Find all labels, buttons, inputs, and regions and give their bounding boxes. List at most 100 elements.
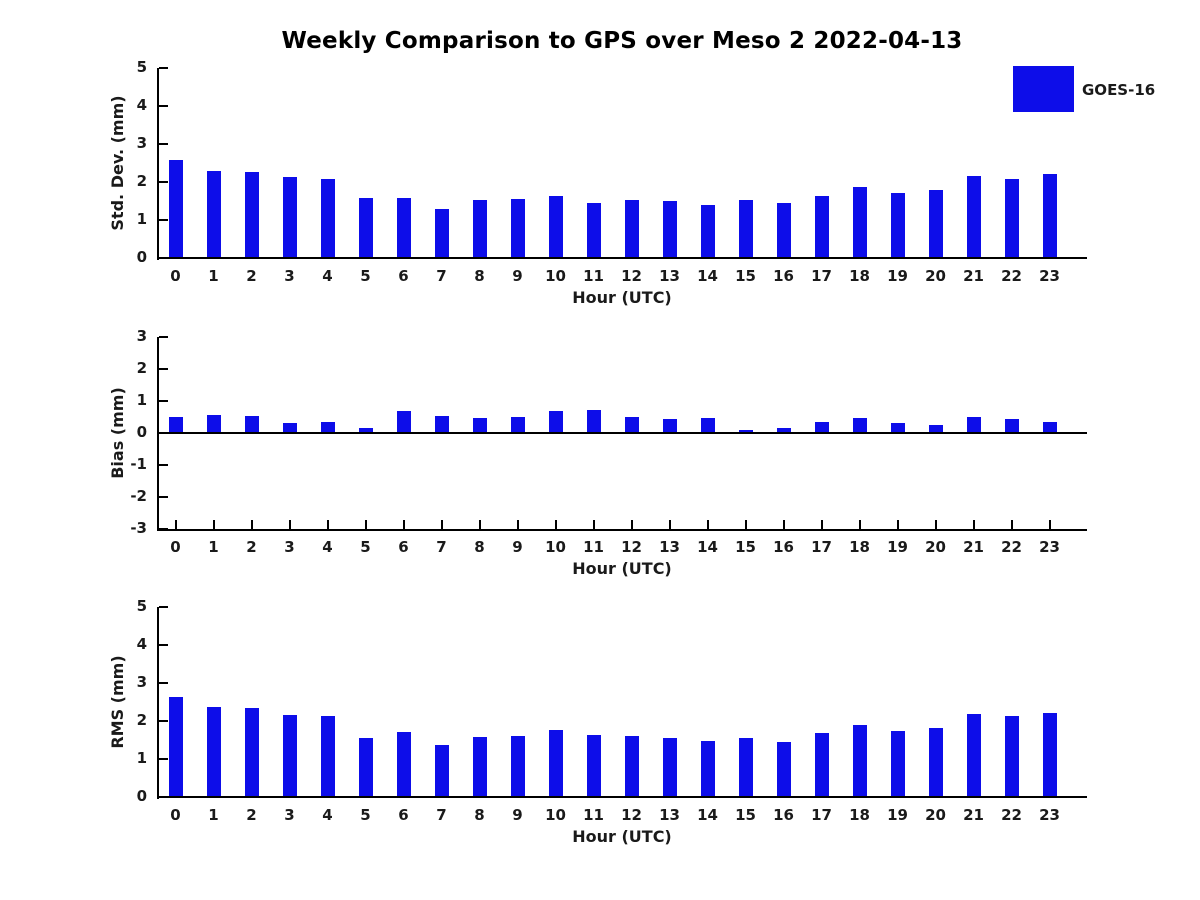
bar: [624, 417, 639, 433]
y-axis: [157, 68, 159, 260]
x-tick: [364, 520, 367, 529]
y-tick-label: 1: [136, 210, 147, 228]
x-tick-label: 8: [474, 538, 485, 556]
x-tick-label: 10: [545, 538, 566, 556]
bar: [358, 198, 373, 258]
y-axis-title: RMS (mm): [108, 655, 127, 749]
bar: [510, 735, 525, 797]
x-tick-label: 17: [811, 538, 832, 556]
x-tick-label: 21: [963, 806, 984, 824]
y-tick: [159, 644, 168, 646]
bar: [1042, 421, 1057, 433]
x-tick: [972, 520, 975, 529]
x-tick-label: 0: [170, 806, 181, 824]
bar: [966, 176, 981, 258]
x-tick-label: 16: [773, 538, 794, 556]
x-tick-label: 23: [1039, 267, 1060, 285]
x-axis-title: Hour (UTC): [572, 827, 672, 846]
y-tick-label: 1: [136, 391, 147, 409]
bar: [396, 732, 411, 797]
y-tick-label: 4: [136, 635, 147, 653]
bar: [586, 409, 601, 433]
x-tick: [820, 520, 823, 529]
x-tick-label: 2: [246, 538, 257, 556]
bar: [928, 727, 943, 797]
x-tick: [706, 520, 709, 529]
x-tick-label: 4: [322, 267, 333, 285]
bar: [548, 196, 563, 258]
x-tick-label: 5: [360, 538, 371, 556]
x-tick: [250, 520, 253, 529]
x-tick-label: 8: [474, 806, 485, 824]
bar: [700, 741, 715, 797]
y-tick: [159, 219, 168, 221]
bar: [510, 417, 525, 433]
y-tick-label: 2: [136, 711, 147, 729]
x-tick-label: 4: [322, 538, 333, 556]
x-tick: [1048, 520, 1051, 529]
x-tick-label: 11: [583, 806, 604, 824]
bar: [738, 738, 753, 797]
y-tick: [159, 720, 168, 722]
bar: [928, 425, 943, 433]
x-tick-label: 20: [925, 538, 946, 556]
x-tick-label: 22: [1001, 538, 1022, 556]
x-tick-label: 6: [398, 267, 409, 285]
y-tick: [159, 67, 168, 69]
bar: [852, 187, 867, 258]
x-tick: [934, 520, 937, 529]
bar: [320, 178, 335, 258]
bar: [586, 202, 601, 258]
x-tick-label: 23: [1039, 538, 1060, 556]
y-tick-label: 3: [136, 327, 147, 345]
x-tick-label: 8: [474, 267, 485, 285]
bar: [776, 427, 791, 433]
x-tick-label: 18: [849, 267, 870, 285]
bar: [586, 734, 601, 797]
x-tick-label: 22: [1001, 267, 1022, 285]
x-axis-title: Hour (UTC): [572, 559, 672, 578]
y-tick: [159, 400, 168, 402]
x-tick-label: 12: [621, 806, 642, 824]
bar: [434, 744, 449, 797]
x-tick-label: 10: [545, 806, 566, 824]
bar: [434, 209, 449, 258]
x-tick: [554, 520, 557, 529]
y-tick-label: -2: [130, 487, 147, 505]
bar: [890, 193, 905, 258]
y-tick: [159, 682, 168, 684]
y-tick: [159, 758, 168, 760]
x-tick-label: 15: [735, 806, 756, 824]
x-tick-label: 20: [925, 806, 946, 824]
bar: [624, 199, 639, 258]
y-tick-label: 0: [136, 787, 147, 805]
x-tick: [326, 520, 329, 529]
legend-goes16-swatch: [1013, 66, 1074, 112]
x-tick-label: 20: [925, 267, 946, 285]
y-tick-label: 5: [136, 597, 147, 615]
bar: [358, 427, 373, 433]
y-axis: [157, 337, 159, 531]
y-tick-label: -1: [130, 455, 147, 473]
bar: [472, 736, 487, 797]
figure-title: Weekly Comparison to GPS over Meso 2 202…: [281, 28, 963, 54]
x-tick-label: 5: [360, 267, 371, 285]
x-tick-label: 9: [512, 267, 523, 285]
y-tick-label: 2: [136, 359, 147, 377]
x-tick: [858, 520, 861, 529]
bar: [662, 418, 677, 433]
bar: [1004, 178, 1019, 258]
y-tick-label: 3: [136, 134, 147, 152]
x-tick-label: 19: [887, 806, 908, 824]
y-axis: [157, 607, 159, 799]
x-tick-label: 13: [659, 806, 680, 824]
x-tick-label: 14: [697, 806, 718, 824]
x-tick-label: 23: [1039, 806, 1060, 824]
bar: [548, 729, 563, 797]
x-tick-label: 13: [659, 538, 680, 556]
x-tick-label: 17: [811, 267, 832, 285]
x-tick-label: 14: [697, 267, 718, 285]
bar: [776, 203, 791, 258]
bar: [624, 735, 639, 797]
bar: [890, 731, 905, 797]
